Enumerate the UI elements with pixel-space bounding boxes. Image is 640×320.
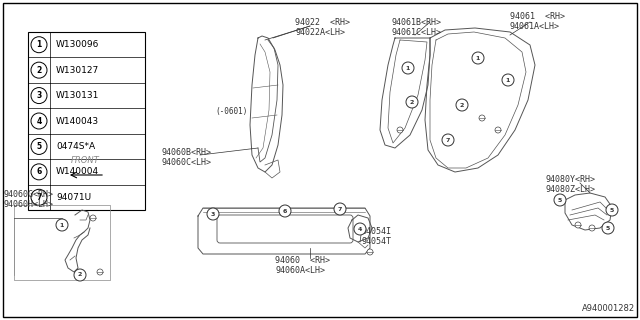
Text: 94054I
94054T: 94054I 94054T — [362, 227, 392, 246]
Circle shape — [502, 74, 514, 86]
Circle shape — [279, 205, 291, 217]
Text: W140043: W140043 — [56, 116, 99, 125]
Circle shape — [397, 127, 403, 133]
Text: 94080Y<RH>
94080Z<LH>: 94080Y<RH> 94080Z<LH> — [545, 175, 595, 195]
Text: 1: 1 — [36, 40, 42, 49]
Circle shape — [31, 88, 47, 104]
Text: 6: 6 — [36, 167, 42, 176]
Text: 3: 3 — [211, 212, 215, 217]
Circle shape — [406, 96, 418, 108]
Text: 94060  <RH>
94060A<LH>: 94060 <RH> 94060A<LH> — [275, 256, 330, 276]
Circle shape — [354, 223, 366, 235]
Text: 2: 2 — [410, 100, 414, 105]
Text: 7: 7 — [36, 193, 42, 202]
Circle shape — [589, 225, 595, 231]
Text: 94060B<RH>
94060C<LH>: 94060B<RH> 94060C<LH> — [162, 148, 212, 167]
Text: 1: 1 — [406, 66, 410, 70]
Circle shape — [575, 222, 581, 228]
Circle shape — [31, 139, 47, 155]
Text: 1: 1 — [60, 222, 64, 228]
Text: 5: 5 — [36, 142, 42, 151]
Circle shape — [479, 115, 485, 121]
Text: 2: 2 — [78, 273, 82, 277]
Text: 2: 2 — [36, 66, 42, 75]
Circle shape — [606, 204, 618, 216]
Text: 4: 4 — [358, 227, 362, 231]
Circle shape — [402, 62, 414, 74]
Text: A940001282: A940001282 — [582, 304, 635, 313]
Circle shape — [495, 127, 501, 133]
Text: W130096: W130096 — [56, 40, 99, 49]
Circle shape — [31, 189, 47, 205]
Circle shape — [472, 52, 484, 64]
Circle shape — [31, 62, 47, 78]
FancyBboxPatch shape — [217, 215, 353, 243]
Text: 7: 7 — [446, 138, 450, 142]
Text: 7: 7 — [338, 206, 342, 212]
Circle shape — [456, 99, 468, 111]
Text: 4: 4 — [36, 116, 42, 125]
Circle shape — [97, 269, 103, 275]
Circle shape — [90, 215, 96, 221]
Text: 5: 5 — [606, 226, 610, 230]
Circle shape — [334, 203, 346, 215]
Text: 2: 2 — [460, 102, 464, 108]
Circle shape — [367, 249, 373, 255]
Bar — [28, 32, 145, 210]
Text: 94022  <RH>
94022A<LH>: 94022 <RH> 94022A<LH> — [295, 18, 350, 37]
Text: 6: 6 — [283, 209, 287, 213]
Text: 94061  <RH>
94061A<LH>: 94061 <RH> 94061A<LH> — [510, 12, 565, 31]
Circle shape — [207, 208, 219, 220]
Circle shape — [442, 134, 454, 146]
Text: 3: 3 — [36, 91, 42, 100]
Text: FRONT: FRONT — [71, 156, 100, 165]
Circle shape — [602, 222, 614, 234]
Text: (-0601): (-0601) — [215, 107, 248, 116]
Text: W130127: W130127 — [56, 66, 99, 75]
Text: W130131: W130131 — [56, 91, 99, 100]
Text: 1: 1 — [476, 55, 480, 60]
Text: 0474S*A: 0474S*A — [56, 142, 95, 151]
Text: 94071U: 94071U — [56, 193, 91, 202]
Circle shape — [31, 113, 47, 129]
Text: 1: 1 — [506, 77, 510, 83]
Text: 94060G<RH>
94060H<LH>: 94060G<RH> 94060H<LH> — [4, 190, 54, 209]
Circle shape — [554, 194, 566, 206]
Text: 5: 5 — [558, 197, 562, 203]
Text: W140004: W140004 — [56, 167, 99, 176]
Circle shape — [31, 37, 47, 53]
Circle shape — [56, 219, 68, 231]
Circle shape — [31, 164, 47, 180]
Text: 5: 5 — [610, 207, 614, 212]
Text: 94061B<RH>
94061C<LH>: 94061B<RH> 94061C<LH> — [392, 18, 442, 37]
Circle shape — [74, 269, 86, 281]
